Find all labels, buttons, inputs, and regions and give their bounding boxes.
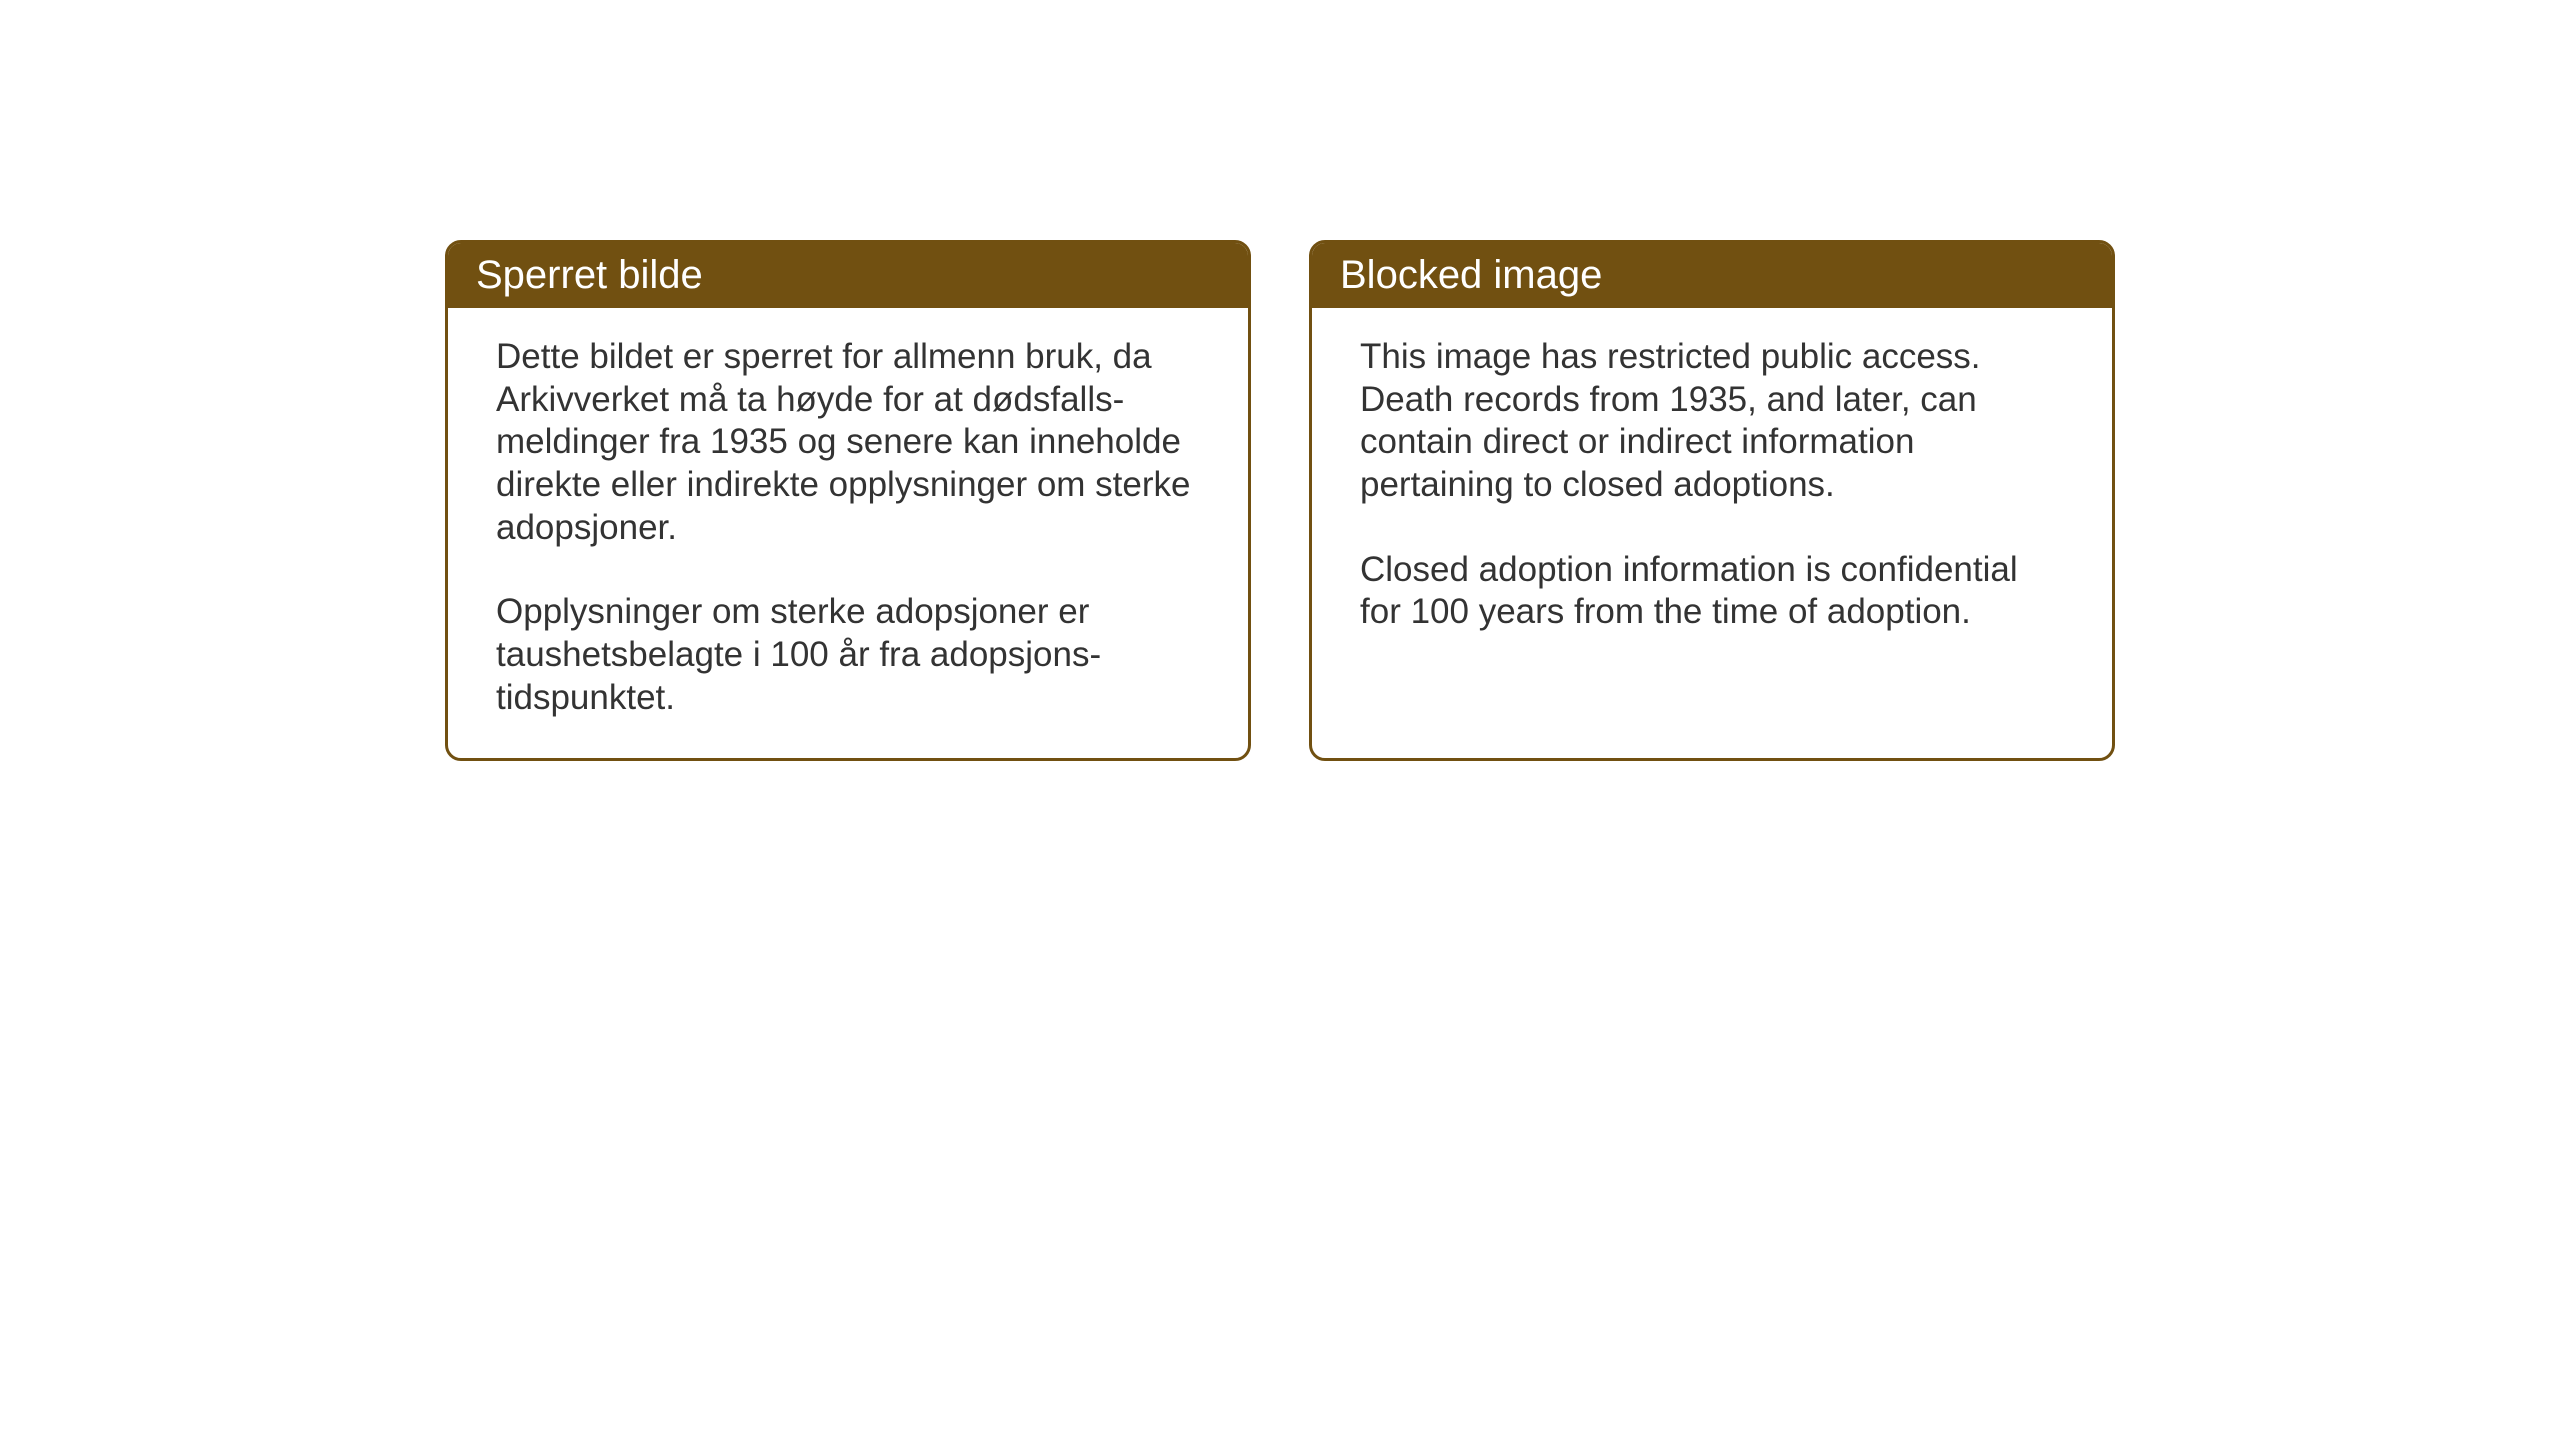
- english-card-title: Blocked image: [1312, 243, 2112, 308]
- norwegian-card-title: Sperret bilde: [448, 243, 1248, 308]
- english-para-1: This image has restricted public access.…: [1360, 336, 2064, 507]
- norwegian-notice-card: Sperret bilde Dette bildet er sperret fo…: [445, 240, 1251, 761]
- notice-container: Sperret bilde Dette bildet er sperret fo…: [445, 240, 2115, 761]
- norwegian-para-2: Opplysninger om sterke adopsjoner er tau…: [496, 591, 1200, 719]
- norwegian-card-body: Dette bildet er sperret for allmenn bruk…: [448, 308, 1248, 758]
- norwegian-para-1: Dette bildet er sperret for allmenn bruk…: [496, 336, 1200, 549]
- english-para-2: Closed adoption information is confident…: [1360, 549, 2064, 634]
- english-card-body: This image has restricted public access.…: [1312, 308, 2112, 672]
- english-notice-card: Blocked image This image has restricted …: [1309, 240, 2115, 761]
